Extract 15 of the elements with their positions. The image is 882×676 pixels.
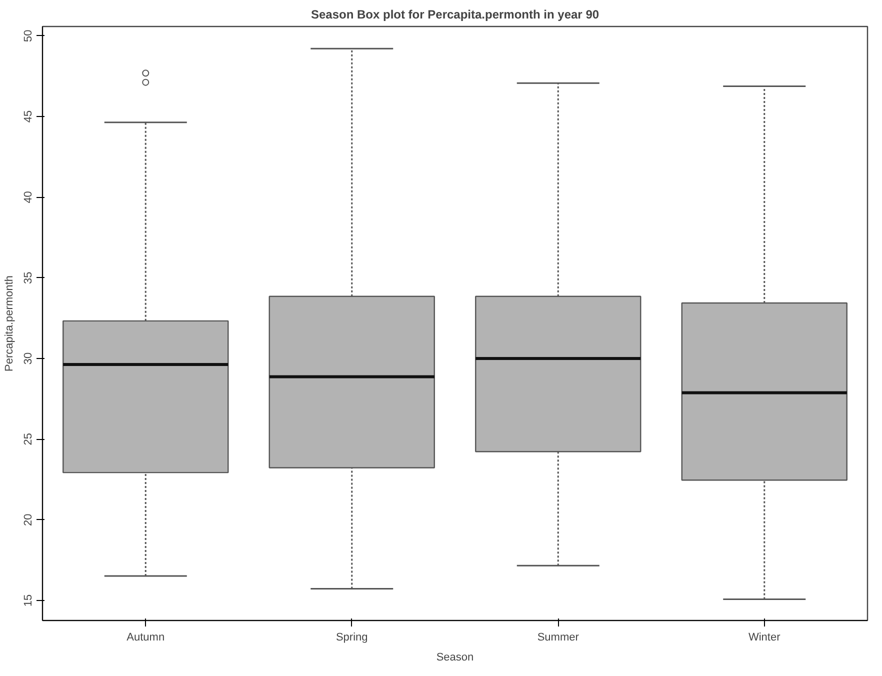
x-tick-label: Spring — [336, 632, 368, 644]
y-axis-title: Percapita.permonth — [4, 276, 16, 372]
x-tick-label: Winter — [748, 632, 781, 644]
y-tick-label: 20 — [22, 514, 34, 526]
x-axis-title: Season — [436, 652, 474, 664]
x-tick-label: Autumn — [126, 632, 165, 644]
y-tick-label: 45 — [22, 110, 34, 123]
y-tick-label: 50 — [22, 30, 34, 42]
y-tick-label: 35 — [22, 272, 34, 284]
chart-title: Season Box plot for Percapita.permonth in year 90 — [310, 8, 600, 22]
y-tick-label: 15 — [22, 594, 34, 607]
y-tick-label: 40 — [22, 191, 34, 204]
x-tick-label: Summer — [537, 632, 580, 644]
y-tick-label: 30 — [22, 352, 34, 365]
y-tick-label: 25 — [22, 433, 34, 446]
